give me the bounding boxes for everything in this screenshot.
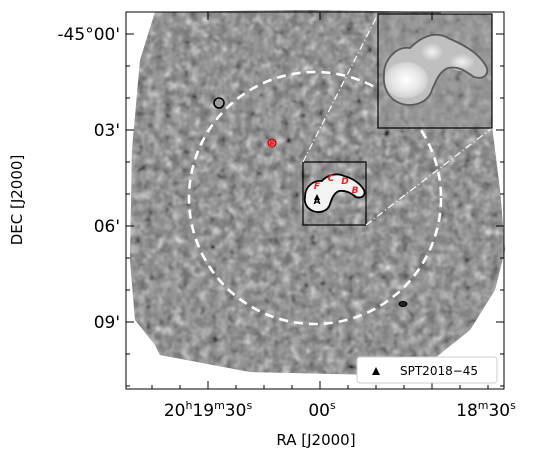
inset-zoom: [377, 13, 493, 129]
axes-frame: [125, 11, 505, 390]
y-ticks: [126, 33, 504, 387]
spt-legend-icon: [372, 367, 380, 375]
legend-label: SPT2018−45: [400, 364, 478, 378]
source-label-e: E: [269, 140, 276, 150]
y-tick-label-3: 06': [94, 217, 120, 237]
y-axis-label: DEC [J2000]: [8, 155, 26, 246]
y-tick-label-1: -45°00': [57, 25, 120, 45]
source-label-b: B: [352, 186, 359, 196]
isolated-source-2: [398, 301, 408, 307]
source-label-f: F: [314, 182, 321, 192]
x-tick-label-3: 18m30s: [456, 399, 516, 421]
zoom-box: F C D B A: [302, 161, 367, 226]
beam-circle: [187, 70, 443, 326]
legend: SPT2018−45: [356, 356, 498, 384]
source-label-d: D: [341, 177, 349, 187]
spt-marker-icon: [314, 194, 320, 200]
x-axis-label: RA [J2000]: [276, 431, 355, 449]
isolated-source-1: [213, 97, 225, 109]
source-e-marker: [267, 138, 277, 148]
y-tick-label-2: 03': [94, 121, 120, 141]
y-tick-label-4: 09': [94, 313, 120, 333]
source-label-a: A: [314, 197, 321, 207]
arc-contour: [303, 173, 366, 213]
source-label-c: C: [328, 174, 335, 184]
inset-connector-bottom: [365, 127, 493, 226]
x-tick-label-1: 20h19m30s: [164, 399, 253, 421]
x-tick-label-2: 00s: [308, 399, 336, 421]
